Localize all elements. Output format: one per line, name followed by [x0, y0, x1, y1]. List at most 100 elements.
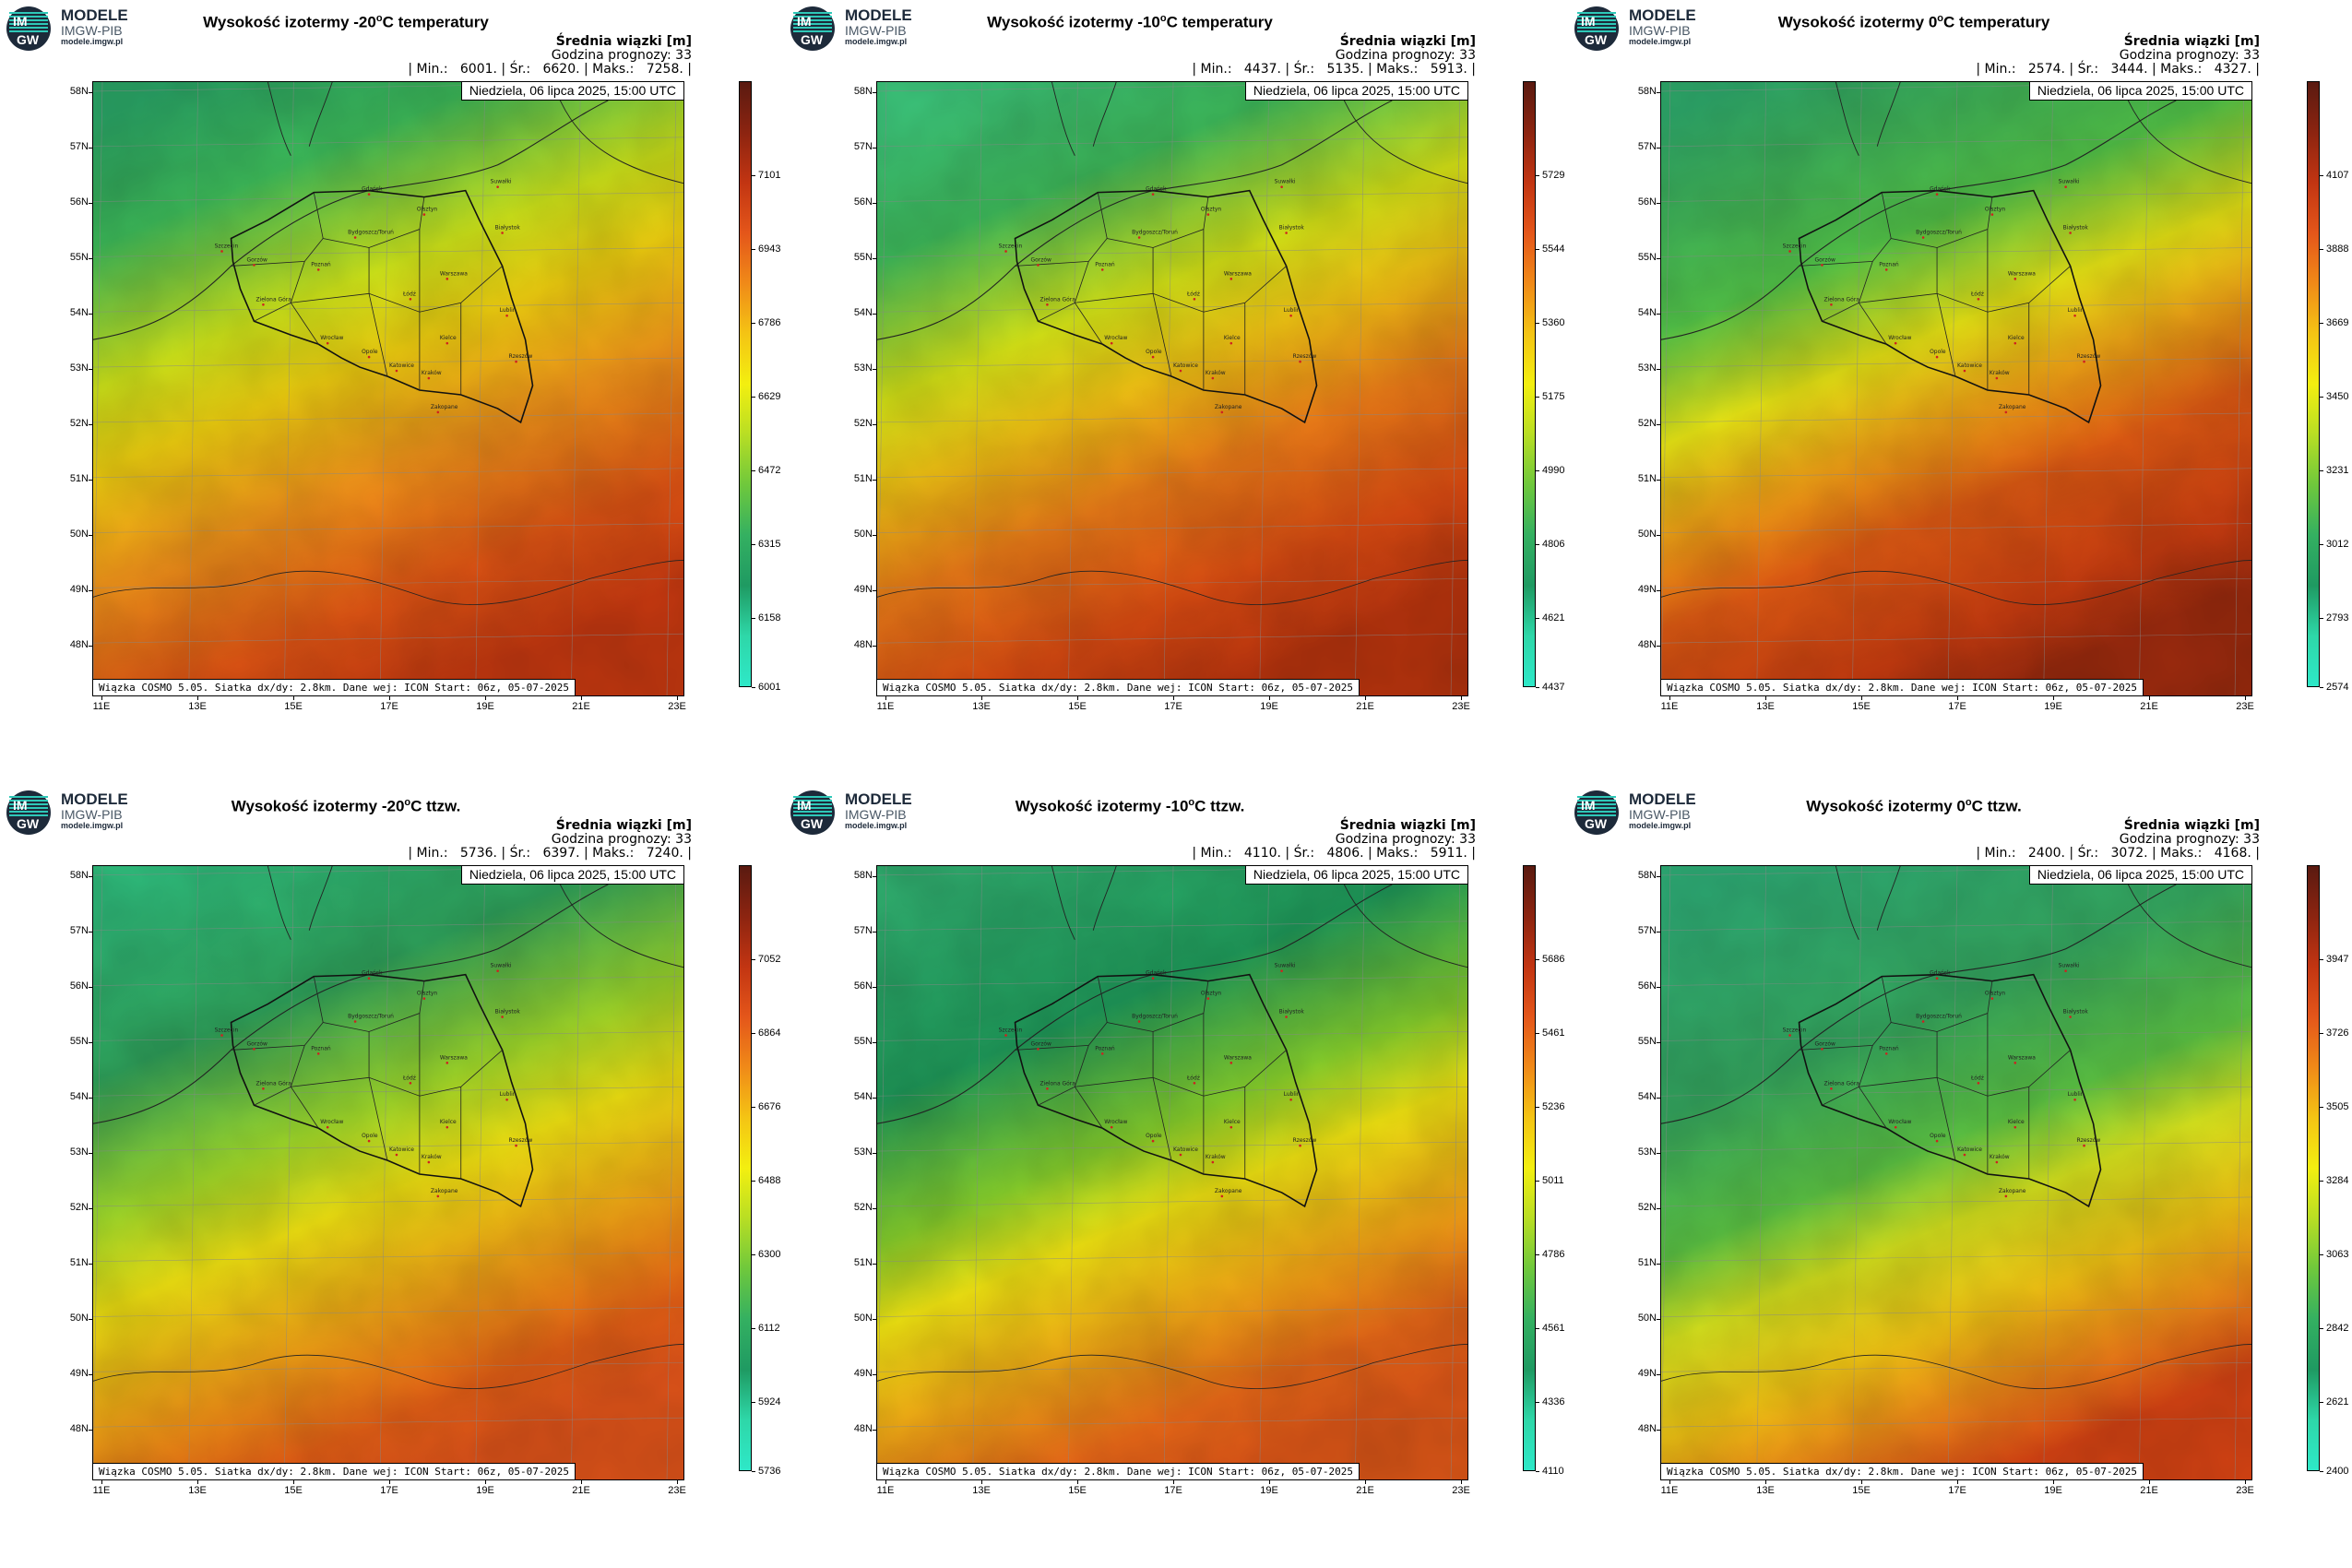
colorbar-tick — [1536, 544, 1539, 545]
city-marker — [1280, 185, 1283, 188]
latitude-line — [877, 1307, 1467, 1317]
logo-badge-bottom: GW — [17, 32, 40, 47]
city-marker — [2004, 1194, 2008, 1198]
city-label: Kielce — [1224, 335, 1241, 341]
province-border — [1152, 247, 1172, 377]
logo-badge-bottom: GW — [17, 816, 40, 831]
colorbar-label: 5924 — [758, 1396, 781, 1408]
coastline — [877, 100, 1393, 340]
forecast-hour: Godzina prognozy: 33 — [551, 48, 692, 64]
latitude-label: 58N — [853, 870, 873, 881]
latitude-tick — [89, 203, 92, 204]
colorbar-tick — [2320, 323, 2323, 324]
map-area: Gdańsk Olsztyn Białystok Szczecin Bydgoszcz/… — [92, 81, 684, 696]
colorbar-tick — [1536, 618, 1539, 619]
latitude-label: 51N — [1637, 1257, 1657, 1268]
mean-label: Średnia wiązki [m] — [1339, 34, 1476, 49]
logo-badge-icon: IM GW — [6, 6, 52, 52]
longitude-label: 13E — [1756, 1485, 1775, 1496]
longitude-line — [1259, 82, 1269, 695]
city-marker — [1285, 232, 1288, 234]
colorbar-tick — [2320, 470, 2323, 471]
city-label: Gdańsk — [1930, 970, 1951, 977]
city-label: Zielona Góra — [255, 296, 291, 303]
city-marker — [1137, 1020, 1141, 1023]
model-info-footer: Wiązka COSMO 5.05. Siatka dx/dy: 2.8km. … — [877, 1463, 1360, 1479]
logo-sub-text: IMGW-PIB — [1629, 806, 1691, 822]
mean-label: Średnia wiązki [m] — [555, 34, 692, 49]
longitude-tick — [2149, 696, 2150, 700]
coastline-north — [267, 82, 683, 184]
colorbar-tick — [2320, 249, 2323, 250]
latitude-tick — [873, 1098, 876, 1099]
latitude-label: 51N — [1637, 473, 1657, 484]
city-label: Poznań — [1879, 1045, 1899, 1051]
city-label: Poznań — [311, 261, 331, 267]
colorbar-tick — [2320, 1471, 2323, 1472]
latitude-tick — [873, 1319, 876, 1320]
latitude-tick — [873, 1264, 876, 1265]
title-degree: o — [1937, 13, 1944, 24]
latitude-line — [877, 357, 1467, 368]
colorbar-label: 3947 — [2326, 954, 2349, 965]
longitude-label: 19E — [1260, 701, 1278, 712]
latitude-tick — [89, 314, 92, 315]
longitude-label: 23E — [1452, 1485, 1470, 1496]
longitude-tick — [1173, 696, 1174, 700]
colorbar-tick — [1536, 470, 1539, 471]
forecast-hour: Godzina prognozy: 33 — [1335, 48, 1476, 64]
city-label: Rzeszów — [509, 1137, 533, 1144]
latitude-label: 53N — [853, 1146, 873, 1158]
mean-label: Średnia wiązki [m] — [1339, 818, 1476, 833]
latitude-line — [93, 1031, 683, 1041]
coastline — [877, 884, 1393, 1124]
city-marker — [253, 264, 255, 267]
longitude-label: 13E — [188, 1485, 207, 1496]
colorbar-tick — [752, 959, 755, 960]
colorbar-tick — [752, 1033, 755, 1034]
map-area: Gdańsk Olsztyn Białystok Szczecin Bydgoszcz/… — [1660, 865, 2252, 1480]
longitude-label: 21E — [1356, 1485, 1374, 1496]
latitude-tick — [1657, 1042, 1660, 1043]
city-marker — [1229, 278, 1233, 280]
city-label: Gdańsk — [1930, 186, 1951, 193]
logo-badge-icon: IM GW — [6, 790, 52, 836]
city-marker — [409, 1081, 412, 1085]
coastline-north — [1835, 866, 2251, 968]
city-marker — [1935, 355, 1939, 359]
city-label: Zakopane — [1215, 1188, 1242, 1194]
city-label: Gdańsk — [362, 186, 383, 193]
latitude-tick — [89, 258, 92, 259]
colorbar-tick — [2320, 544, 2323, 545]
city-marker — [1977, 1081, 1980, 1085]
latitude-line — [877, 633, 1467, 644]
latitude-tick — [873, 1208, 876, 1209]
latitude-label: 56N — [1637, 980, 1657, 992]
city-marker — [1884, 1052, 1888, 1055]
longitude-line — [2139, 82, 2149, 695]
field-texture — [877, 866, 1467, 1479]
map-svg: Gdańsk Olsztyn Białystok Szczecin Bydgoszcz/… — [1661, 866, 2251, 1479]
map-area: Gdańsk Olsztyn Białystok Szczecin Bydgoszcz/… — [876, 865, 1468, 1480]
colorbar — [1523, 865, 1536, 1471]
latitude-label: 56N — [853, 980, 873, 992]
coastline-north — [1051, 82, 1467, 184]
longitude-line — [1450, 866, 1461, 1479]
latitude-tick — [89, 1430, 92, 1431]
longitude-tick — [1365, 1480, 1366, 1484]
longitude-line — [571, 82, 581, 695]
latitude-line — [877, 192, 1467, 202]
latitude-line — [93, 1086, 683, 1097]
longitude-line — [877, 82, 887, 695]
latitude-label: 48N — [1637, 639, 1657, 650]
colorbar-tick — [1536, 687, 1539, 688]
poland-border — [230, 973, 534, 1208]
colorbar-tick — [1536, 1328, 1539, 1329]
city-label: Wrocław — [1104, 1119, 1127, 1125]
latitude-tick — [873, 1374, 876, 1375]
city-marker — [427, 376, 431, 380]
latitude-tick — [89, 1042, 92, 1043]
latitude-label: 50N — [853, 1313, 873, 1324]
city-label: Kraków — [1206, 370, 1226, 376]
longitude-line — [1068, 866, 1078, 1479]
